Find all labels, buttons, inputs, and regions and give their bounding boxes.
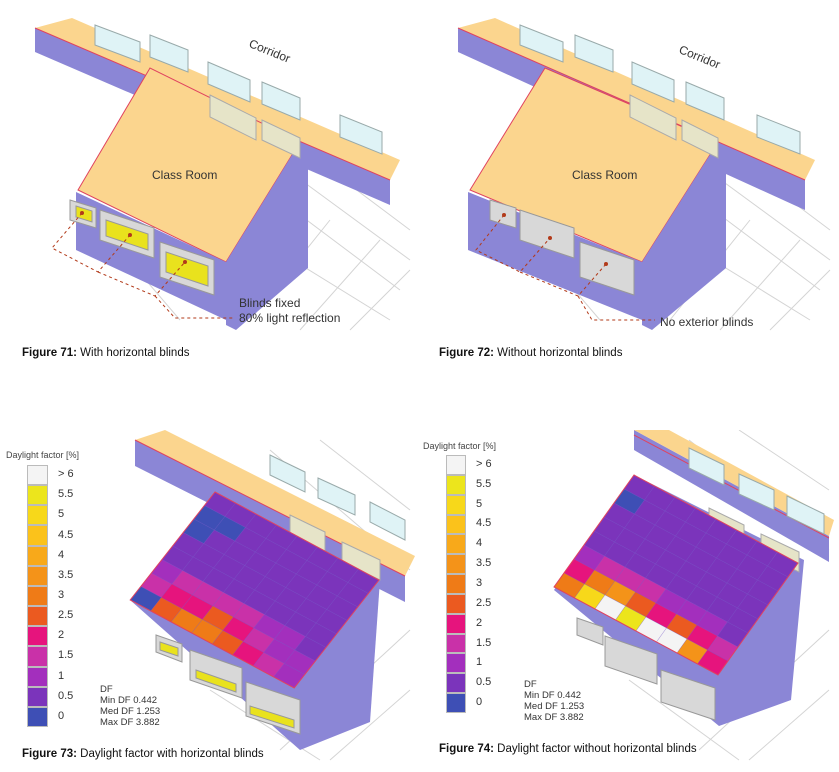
color-legend xyxy=(446,455,466,713)
df-label: DF xyxy=(100,684,113,695)
max-df: Max DF 3.882 xyxy=(100,717,160,728)
legend-tick-label: 2 xyxy=(476,616,483,629)
legend-swatch xyxy=(27,565,48,586)
legend-tick-label: 0.5 xyxy=(58,689,74,702)
legend-tick-label: 0.5 xyxy=(476,676,492,689)
legend-tick-label: 5.5 xyxy=(58,488,74,501)
legend-tick-label: 1.5 xyxy=(476,636,492,649)
legend-tick-label: 5 xyxy=(476,497,483,510)
legend-swatch xyxy=(446,673,466,694)
legend-tick-label: 3 xyxy=(58,589,65,601)
legend-tick-label: > 6 xyxy=(58,468,74,481)
legend-swatch xyxy=(446,693,466,713)
legend-tick-label: 4 xyxy=(58,548,65,561)
figure-72: Corridor Class Room No exterior blinds F… xyxy=(420,0,839,370)
legend-ticks: > 6 5.5 5 4.5 4 3.5 3 2.5 2 1.5 1 0.5 0 xyxy=(476,455,516,713)
legend-tick-label: 2.5 xyxy=(476,596,492,609)
color-legend xyxy=(27,465,48,727)
legend-title: Daylight factor [%] xyxy=(6,450,80,460)
max-df: Max DF 3.882 xyxy=(524,712,584,723)
legend-swatch xyxy=(446,613,466,634)
figure-74: Daylight factor [%] > 6 5.5 5 4.5 4 3.5 3 2.5 2 1… xyxy=(420,430,839,772)
legend-swatch xyxy=(446,593,466,614)
legend-tick-label: 1 xyxy=(58,669,65,682)
legend-swatch xyxy=(27,706,48,727)
legend-tick-label: 1.5 xyxy=(58,649,74,662)
legend-swatch xyxy=(446,455,466,475)
legend-swatch xyxy=(27,666,48,687)
legend-swatch xyxy=(446,633,466,654)
figure-74-heatmap xyxy=(553,430,834,761)
df-label: DF xyxy=(524,679,537,690)
legend-tick-label: 4.5 xyxy=(58,528,74,541)
no-blinds-note: No exterior blinds xyxy=(660,315,754,329)
legend-title: Daylight factor [%] xyxy=(423,441,497,451)
legend-swatch xyxy=(27,465,48,486)
figure-71-caption: Figure 71: With horizontal blinds xyxy=(22,347,190,359)
legend-swatch xyxy=(27,505,48,526)
legend-tick-label: 4 xyxy=(476,537,483,550)
legend-swatch xyxy=(27,686,48,707)
figure-74-caption: Figure 74: Daylight factor without horiz… xyxy=(439,743,697,755)
legend-tick-label: 2 xyxy=(58,629,65,642)
legend-tick-label: 4.5 xyxy=(476,517,492,530)
med-df: Med DF 1.253 xyxy=(100,706,161,717)
legend-tick-label: 5 xyxy=(58,508,65,521)
legend-swatch xyxy=(27,585,48,607)
figure-73: Daylight factor [%] > 6 5.5 5 4.5 4 3.5 3 2.5 2 1… xyxy=(0,430,420,772)
legend-tick-label: 3.5 xyxy=(476,557,492,570)
legend-tick-label: > 6 xyxy=(476,457,492,470)
min-df: Min DF 0.442 xyxy=(100,695,158,706)
legend-tick-label: 0 xyxy=(476,696,483,709)
legend-tick-label: 3.5 xyxy=(58,568,74,581)
legend-swatch xyxy=(446,474,466,495)
legend-tick-label: 1 xyxy=(476,656,483,669)
figure-73-heatmap xyxy=(129,430,415,761)
legend-swatch xyxy=(446,554,466,575)
legend-swatch xyxy=(27,525,48,546)
classroom-label: Class Room xyxy=(572,168,638,182)
min-df: Min DF 0.442 xyxy=(524,690,582,701)
blinds-note-line1: Blinds fixed xyxy=(239,296,301,310)
legend-swatch xyxy=(446,534,466,555)
legend-tick-label: 0 xyxy=(58,709,65,722)
legend-swatch xyxy=(446,514,466,535)
med-df: Med DF 1.253 xyxy=(524,701,585,712)
legend-swatch xyxy=(27,626,48,647)
floor-outline xyxy=(553,474,799,676)
legend-swatch xyxy=(27,545,48,566)
legend-swatch xyxy=(446,653,466,674)
legend-swatch xyxy=(446,574,466,594)
figure-72-model xyxy=(457,18,831,331)
legend-ticks: > 6 5.5 5 4.5 4 3.5 3 2.5 2 1.5 1 0.5 0 xyxy=(58,465,98,727)
classroom-label: Class Room xyxy=(152,168,218,182)
figure-72-caption: Figure 72: Without horizontal blinds xyxy=(439,347,623,359)
legend-swatch xyxy=(27,646,48,667)
df-grid xyxy=(553,474,799,676)
legend-tick-label: 2.5 xyxy=(58,609,74,622)
figure-71-model xyxy=(34,18,411,331)
floor-outline xyxy=(129,491,380,689)
legend-swatch xyxy=(27,485,48,506)
legend-tick-label: 3 xyxy=(476,577,483,589)
figure-73-caption: Figure 73: Daylight factor with horizont… xyxy=(22,748,264,760)
blinds-note-line2: 80% light reflection xyxy=(239,311,341,325)
figure-71: Corridor Class Room Blinds fixed 80% lig… xyxy=(0,0,420,370)
legend-tick-label: 5.5 xyxy=(476,477,492,490)
df-grid xyxy=(129,491,380,689)
legend-swatch xyxy=(446,494,466,515)
legend-swatch xyxy=(27,606,48,627)
